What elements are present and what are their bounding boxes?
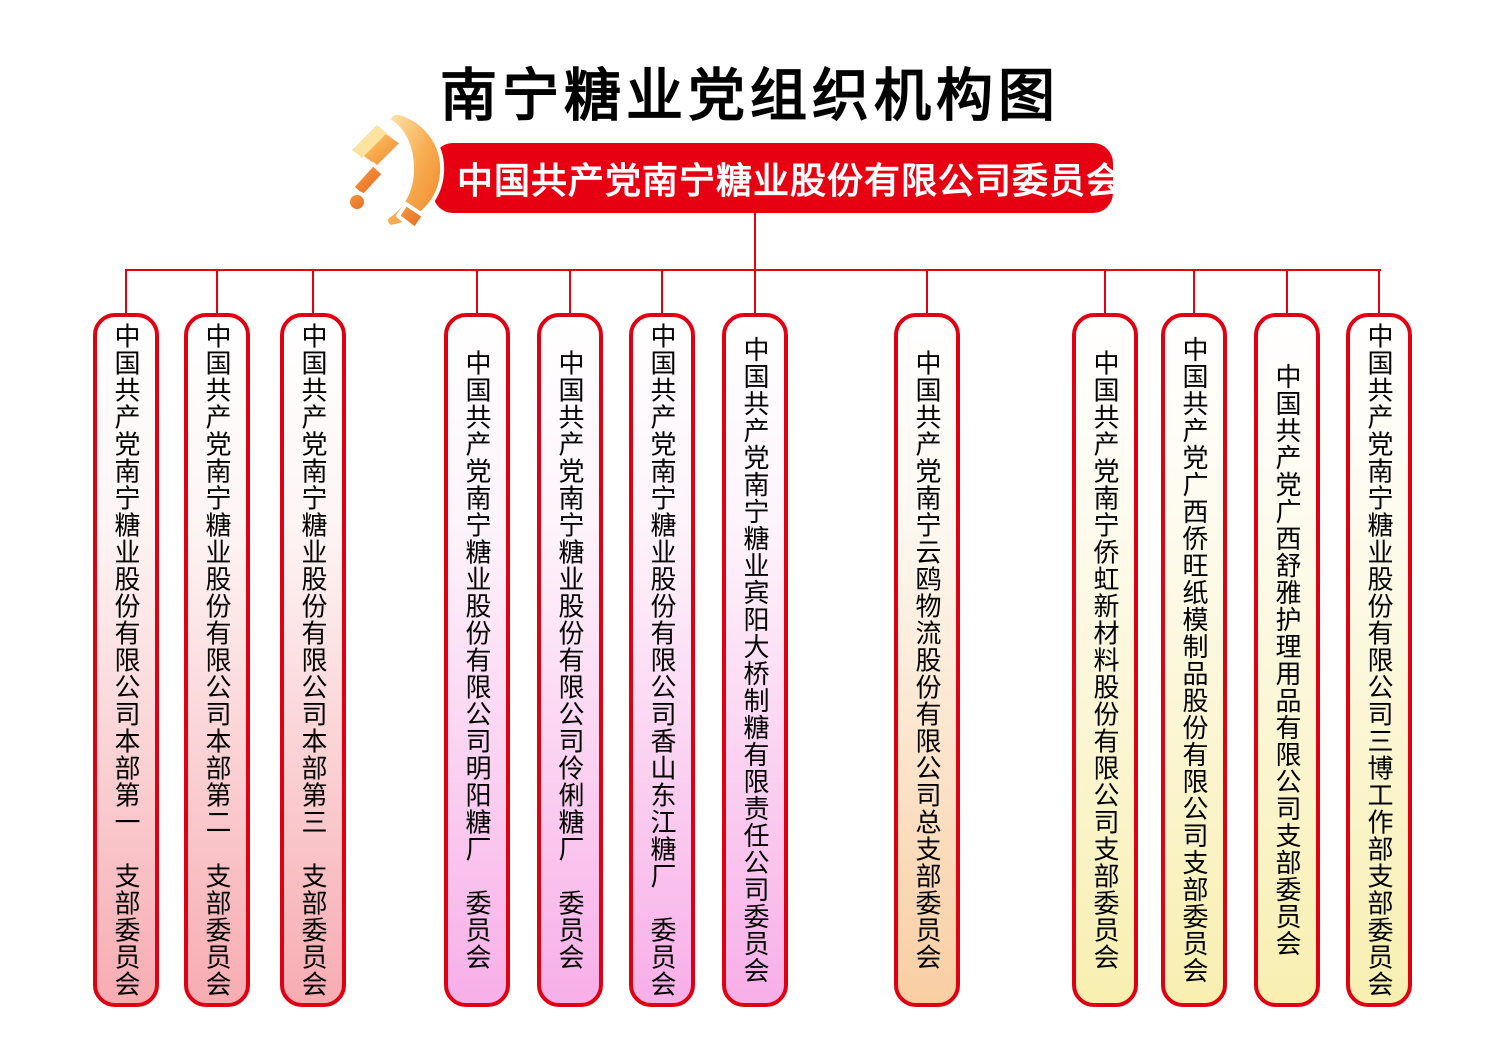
org-box-label: 中国共产党南宁糖业股份有限公司香山东江糖厂 委员会 [647, 322, 677, 998]
org-box-label: 中国共产党广西侨旺纸模制品股份有限公司支部委员会 [1179, 336, 1209, 984]
org-box-branch-9: 中国共产党南宁侨虹新材料股份有限公司支部委员会 [1072, 313, 1138, 1007]
connector-drop [754, 269, 756, 316]
connector-drop [569, 269, 571, 316]
org-box-label: 中国共产党南宁糖业宾阳大桥制糖有限责任公司委员会 [740, 336, 770, 984]
connector-drop [1378, 269, 1380, 316]
org-box-branch-10: 中国共产党广西侨旺纸模制品股份有限公司支部委员会 [1161, 313, 1227, 1007]
org-box-label: 中国共产党广西舒雅护理用品有限公司支部委员会 [1272, 363, 1302, 957]
org-box-label: 中国共产党南宁糖业股份有限公司三博工作部支部委员会 [1364, 322, 1394, 998]
connector-drop [125, 269, 127, 316]
connector-root-drop [754, 211, 756, 270]
connector-drop [476, 269, 478, 316]
org-box-branch-12: 中国共产党南宁糖业股份有限公司三博工作部支部委员会 [1346, 313, 1412, 1007]
org-box-branch-3: 中国共产党南宁糖业股份有限公司本部第三 支部委员会 [280, 313, 346, 1007]
connector-trunk [125, 269, 1381, 271]
connector-drop [661, 269, 663, 316]
org-box-branch-1: 中国共产党南宁糖业股份有限公司本部第一 支部委员会 [93, 313, 159, 1007]
org-box-branch-6: 中国共产党南宁糖业股份有限公司香山东江糖厂 委员会 [629, 313, 695, 1007]
org-box-branch-4: 中国共产党南宁糖业股份有限公司明阳糖厂 委员会 [444, 313, 510, 1007]
org-box-label: 中国共产党南宁糖业股份有限公司本部第二 支部委员会 [202, 322, 232, 998]
connector-drop [1193, 269, 1195, 316]
org-box-branch-8: 中国共产党南宁云鸥物流股份有限公司总支部委员会 [894, 313, 960, 1007]
org-box-label: 中国共产党南宁糖业股份有限公司伶俐糖厂 委员会 [555, 349, 585, 971]
org-box-branch-7: 中国共产党南宁糖业宾阳大桥制糖有限责任公司委员会 [722, 313, 788, 1007]
root-node-label: 中国共产党南宁糖业股份有限公司委员会 [457, 160, 1124, 201]
org-box-label: 中国共产党南宁云鸥物流股份有限公司总支部委员会 [912, 349, 942, 971]
connector-drop [1286, 269, 1288, 316]
org-box-branch-11: 中国共产党广西舒雅护理用品有限公司支部委员会 [1254, 313, 1320, 1007]
party-emblem-icon [342, 108, 452, 234]
connector-drop [926, 269, 928, 316]
org-box-branch-5: 中国共产党南宁糖业股份有限公司伶俐糖厂 委员会 [537, 313, 603, 1007]
org-box-label: 中国共产党南宁糖业股份有限公司本部第三 支部委员会 [298, 322, 328, 998]
org-box-label: 中国共产党南宁侨虹新材料股份有限公司支部委员会 [1090, 349, 1120, 971]
connector-drop [1104, 269, 1106, 316]
connector-drop [312, 269, 314, 316]
org-box-label: 中国共产党南宁糖业股份有限公司明阳糖厂 委员会 [462, 349, 492, 971]
connector-drop [216, 269, 218, 316]
org-box-label: 中国共产党南宁糖业股份有限公司本部第一 支部委员会 [111, 322, 141, 998]
root-node: 中国共产党南宁糖业股份有限公司委员会 [433, 143, 1122, 213]
org-box-branch-2: 中国共产党南宁糖业股份有限公司本部第二 支部委员会 [184, 313, 250, 1007]
page-title: 南宁糖业党组织机构图 [440, 62, 1060, 129]
